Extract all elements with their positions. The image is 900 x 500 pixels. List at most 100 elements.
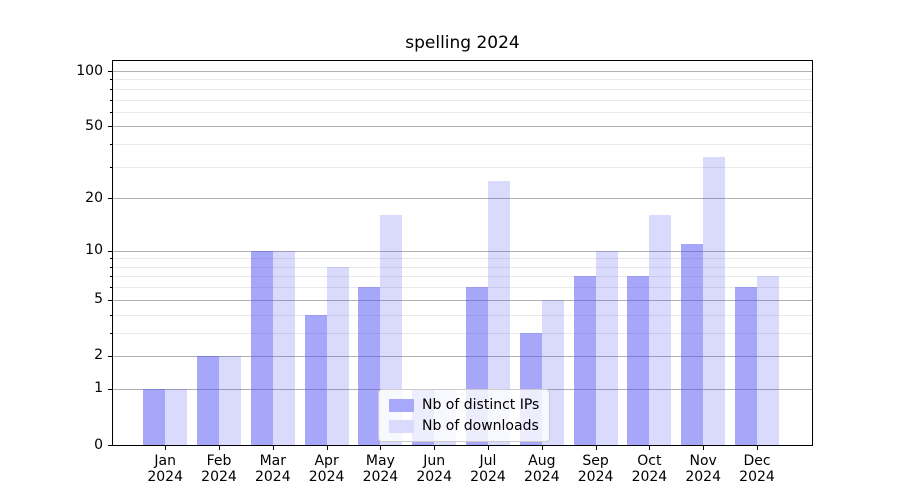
x-tick-label-jun: Jun 2024 xyxy=(416,453,452,485)
x-tick-mark xyxy=(380,446,382,450)
y-tick-mark xyxy=(108,388,112,390)
gridline-major xyxy=(113,71,812,72)
x-tick-mark xyxy=(326,446,328,450)
y-tick-label: 10 xyxy=(85,242,103,259)
y-tick-label: 2 xyxy=(94,347,103,364)
x-tick-month: Jul xyxy=(479,453,497,469)
y-minor-tick-mark xyxy=(110,166,112,168)
x-tick-year: 2024 xyxy=(362,469,399,485)
x-tick-mark xyxy=(595,446,597,450)
bar-downloads-oct xyxy=(649,215,672,445)
x-tick-month: May xyxy=(365,453,395,469)
x-tick-mark xyxy=(757,446,758,450)
gridline-major xyxy=(113,198,812,200)
x-tick-label-may: May 2024 xyxy=(363,453,399,485)
y-tick-mark xyxy=(108,445,112,446)
x-tick-year: 2024 xyxy=(523,469,560,485)
gridline-minor xyxy=(113,79,812,81)
y-minor-tick-mark xyxy=(110,276,112,278)
gridline-minor xyxy=(113,99,812,101)
x-tick-mark xyxy=(649,446,651,450)
x-tick-month: Feb xyxy=(206,453,232,469)
gridline-minor xyxy=(113,287,812,289)
x-tick-mark xyxy=(165,446,167,450)
bar-distinct-ips-apr xyxy=(304,314,327,445)
y-minor-tick-mark xyxy=(110,266,112,268)
x-tick-mark xyxy=(219,446,220,450)
y-minor-tick-mark xyxy=(110,111,112,113)
x-tick-year: 2024 xyxy=(739,469,775,485)
bar-downloads-sep xyxy=(595,250,618,445)
bar-downloads-feb xyxy=(219,355,241,445)
legend: Nb of distinct IPs Nb of downloads xyxy=(378,389,551,442)
y-tick-mark xyxy=(108,355,112,357)
x-tick-label-sep: Sep 2024 xyxy=(578,453,614,485)
gridline-minor xyxy=(113,314,812,316)
bar-downloads-dec xyxy=(757,276,779,445)
x-tick-mark xyxy=(434,446,436,450)
y-minor-tick-mark xyxy=(110,332,112,334)
x-tick-year: 2024 xyxy=(470,469,506,485)
chart-title: spelling 2024 xyxy=(405,33,520,53)
x-tick-year: 2024 xyxy=(577,469,614,485)
x-tick-month: Dec xyxy=(743,453,771,469)
y-tick-label: 100 xyxy=(76,62,103,79)
y-minor-tick-mark xyxy=(110,314,112,316)
x-tick-month: Jan xyxy=(154,453,176,469)
gridline-major xyxy=(113,126,812,128)
x-tick-mark xyxy=(272,446,274,450)
bar-downloads-may xyxy=(380,215,403,445)
legend-entry-downloads: Nb of downloads xyxy=(389,418,539,434)
x-tick-month: Nov xyxy=(689,453,717,469)
x-tick-label-jan: Jan 2024 xyxy=(147,453,183,485)
x-tick-mark xyxy=(488,446,489,450)
bar-downloads-nov xyxy=(703,156,726,445)
bar-distinct-ips-jan xyxy=(143,388,166,445)
x-tick-year: 2024 xyxy=(685,469,722,485)
y-tick-label: 5 xyxy=(94,291,103,308)
x-tick-label-oct: Oct 2024 xyxy=(632,453,668,485)
x-tick-year: 2024 xyxy=(416,469,453,485)
legend-swatch-distinct-ips xyxy=(389,398,414,412)
x-tick-month: Sep xyxy=(582,453,609,469)
gridline-minor xyxy=(113,111,812,113)
x-tick-month: Jun xyxy=(423,453,446,469)
bar-distinct-ips-nov xyxy=(681,243,704,445)
x-tick-month: Mar xyxy=(259,453,287,469)
bar-distinct-ips-dec xyxy=(735,287,757,445)
x-tick-year: 2024 xyxy=(147,469,184,485)
x-tick-month: Oct xyxy=(637,453,662,469)
x-tick-year: 2024 xyxy=(201,469,237,485)
plot-area xyxy=(112,60,813,446)
gridline-minor xyxy=(113,166,812,168)
x-tick-year: 2024 xyxy=(631,469,668,485)
y-minor-tick-mark xyxy=(110,144,112,146)
x-tick-month: Apr xyxy=(314,453,339,469)
bar-downloads-jul xyxy=(488,180,510,445)
x-tick-label-feb: Feb 2024 xyxy=(201,453,237,485)
bar-downloads-apr xyxy=(326,266,349,445)
bar-distinct-ips-feb xyxy=(197,355,219,445)
gridline-minor xyxy=(113,276,812,278)
legend-swatch-downloads xyxy=(389,419,414,433)
y-tick-mark xyxy=(108,71,112,72)
y-tick-mark xyxy=(108,250,112,252)
bar-distinct-ips-sep xyxy=(573,276,596,445)
gridline-minor xyxy=(113,144,812,146)
x-tick-mark xyxy=(703,446,705,450)
gridline-minor xyxy=(113,258,812,260)
bar-downloads-mar xyxy=(272,250,295,445)
bar-distinct-ips-may xyxy=(358,287,381,445)
y-minor-tick-mark xyxy=(110,287,112,289)
y-tick-label: 50 xyxy=(85,117,103,134)
gridline-minor xyxy=(113,88,812,90)
y-tick-label: 1 xyxy=(94,380,103,397)
x-tick-year: 2024 xyxy=(254,469,291,485)
x-tick-mark xyxy=(541,446,543,450)
y-tick-mark xyxy=(108,126,112,128)
y-tick-label: 20 xyxy=(85,189,103,206)
y-minor-tick-mark xyxy=(110,258,112,260)
x-tick-label-aug: Aug 2024 xyxy=(524,453,560,485)
gridline-minor xyxy=(113,332,812,334)
